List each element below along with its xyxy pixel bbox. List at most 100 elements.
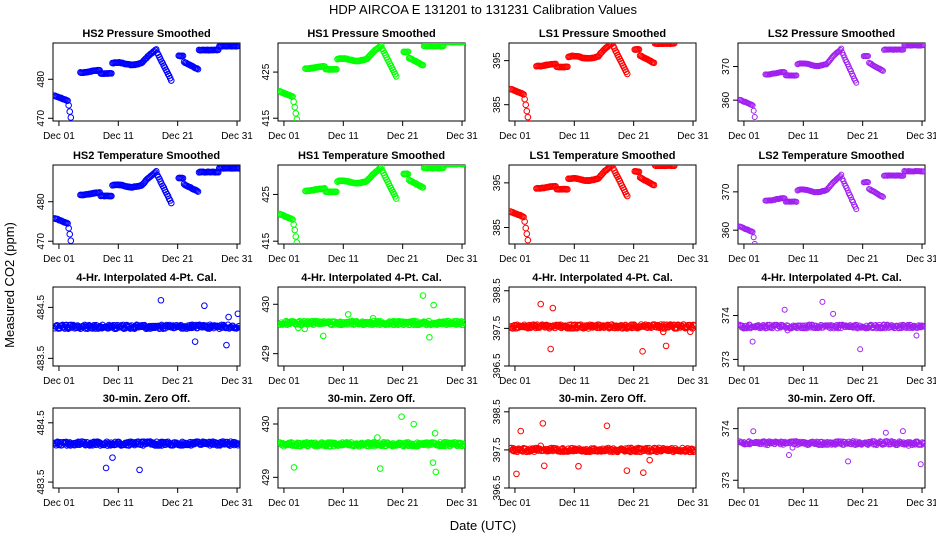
- data-point: [375, 165, 383, 173]
- y-tick-label: 429: [261, 345, 272, 362]
- x-tick-label: Dec 01: [499, 131, 531, 142]
- data-point: [564, 63, 571, 71]
- y-tick-label: 370: [721, 58, 732, 75]
- x-tick-label: Dec 21: [618, 254, 650, 265]
- y-tick-label: 483.5: [36, 469, 47, 494]
- data-point: [521, 218, 528, 225]
- data-point: [460, 440, 465, 448]
- data-point: [667, 321, 674, 328]
- x-tick-label: Dec 01: [728, 498, 760, 509]
- data-point: [108, 70, 115, 77]
- data-point: [623, 70, 631, 78]
- data-point: [686, 159, 692, 165]
- data-point: [564, 185, 571, 193]
- data-point: [677, 159, 683, 165]
- data-point: [754, 120, 758, 121]
- data-point: [686, 165, 688, 166]
- x-tick-label: Dec 31: [906, 376, 936, 387]
- x-tick-label: Dec 31: [446, 498, 478, 509]
- data-point: [526, 243, 532, 244]
- data-point: [540, 462, 548, 470]
- data-point: [793, 198, 800, 205]
- data-point: [793, 72, 800, 79]
- data-point: [404, 48, 412, 56]
- panel-title: 30-min. Zero Off.: [328, 393, 415, 405]
- x-tick-label: Dec 11: [328, 376, 359, 387]
- series-points: [53, 43, 240, 121]
- y-tick-label: 398.5: [492, 399, 503, 424]
- series-points: [278, 413, 465, 476]
- data-point: [838, 45, 845, 52]
- x-tick-label: Dec 21: [162, 131, 194, 142]
- y-tick-label: 398.5: [492, 278, 503, 303]
- data-point: [650, 181, 658, 189]
- data-point: [603, 422, 611, 430]
- y-tick-label: 374: [721, 420, 732, 437]
- data-point: [840, 178, 847, 185]
- data-point: [290, 98, 297, 105]
- data-point: [70, 243, 74, 244]
- data-point: [194, 65, 202, 73]
- x-tick-label: Dec 01: [499, 254, 531, 265]
- x-tick-label: Dec 21: [387, 131, 419, 142]
- x-tick-label: Dec 21: [847, 131, 879, 142]
- data-point: [452, 165, 460, 168]
- y-tick-label: 415: [261, 232, 272, 249]
- panel-9: 4-Hr. Interpolated 4-Pt. Cal. Dec 01 Dec 1…: [36, 272, 253, 387]
- data-point: [682, 37, 688, 43]
- data-point: [683, 159, 689, 165]
- x-tick-label: Dec 21: [387, 254, 419, 265]
- panel-12: 4-Hr. Interpolated 4-Pt. Cal. Dec 01 Dec 1…: [721, 272, 936, 387]
- data-point: [847, 194, 854, 201]
- data-point: [152, 46, 160, 53]
- data-point: [549, 304, 557, 312]
- data-point: [235, 322, 240, 330]
- series-points: [509, 37, 696, 121]
- data-point: [882, 429, 889, 436]
- data-point: [377, 165, 385, 171]
- y-tick-label: 395: [492, 174, 503, 191]
- x-tick-label: Dec 21: [387, 376, 419, 387]
- data-point: [679, 159, 685, 165]
- data-point: [167, 77, 175, 84]
- y-tick-label: 396.5: [492, 475, 503, 500]
- data-point: [865, 179, 872, 186]
- data-point: [919, 439, 925, 446]
- data-point: [431, 429, 439, 437]
- data-point: [781, 306, 788, 313]
- data-point: [513, 470, 520, 478]
- panel-3: LS1 Pressure Smoothed Dec 01 Dec 11 Dec 21 D…: [492, 28, 709, 142]
- plot-frame: [277, 164, 466, 245]
- panel-14: 30-min. Zero Off. Dec 01 Dec 11 Dec 21 Dec 3…: [261, 393, 478, 509]
- data-point: [193, 65, 201, 72]
- x-tick-label: Dec 31: [906, 498, 936, 509]
- data-point: [830, 310, 837, 317]
- data-point: [290, 464, 298, 471]
- x-tick-label: Dec 11: [103, 376, 134, 387]
- data-point: [292, 233, 300, 240]
- data-point: [850, 72, 857, 79]
- data-point: [675, 159, 681, 165]
- x-tick-label: Dec 21: [618, 376, 650, 387]
- data-point: [419, 184, 427, 191]
- series-points: [738, 43, 925, 121]
- data-point: [150, 169, 158, 177]
- data-point: [520, 213, 527, 221]
- panel-title: 4-Hr. Interpolated 4-Pt. Cal.: [301, 272, 442, 284]
- data-point: [64, 220, 71, 227]
- data-point: [677, 43, 680, 44]
- data-point: [446, 165, 453, 168]
- data-point: [857, 346, 864, 353]
- x-tick-label: Dec 11: [788, 254, 819, 265]
- data-point: [179, 52, 187, 60]
- x-tick-label: Dec 31: [677, 376, 709, 387]
- x-tick-label: Dec 01: [268, 376, 300, 387]
- x-tick-label: Dec 31: [906, 131, 936, 142]
- data-point: [419, 292, 427, 299]
- panel-7: LS1 Temperature Smoothed Dec 01 Dec 11 Dec …: [492, 150, 709, 265]
- data-point: [676, 159, 682, 165]
- data-point: [691, 159, 697, 165]
- panel-5: HS2 Temperature Smoothed Dec 01 Dec 11 Dec …: [36, 150, 253, 265]
- panel-11: 4-Hr. Interpolated 4-Pt. Cal. Dec 01 Dec 1…: [492, 272, 709, 387]
- data-point: [439, 165, 447, 172]
